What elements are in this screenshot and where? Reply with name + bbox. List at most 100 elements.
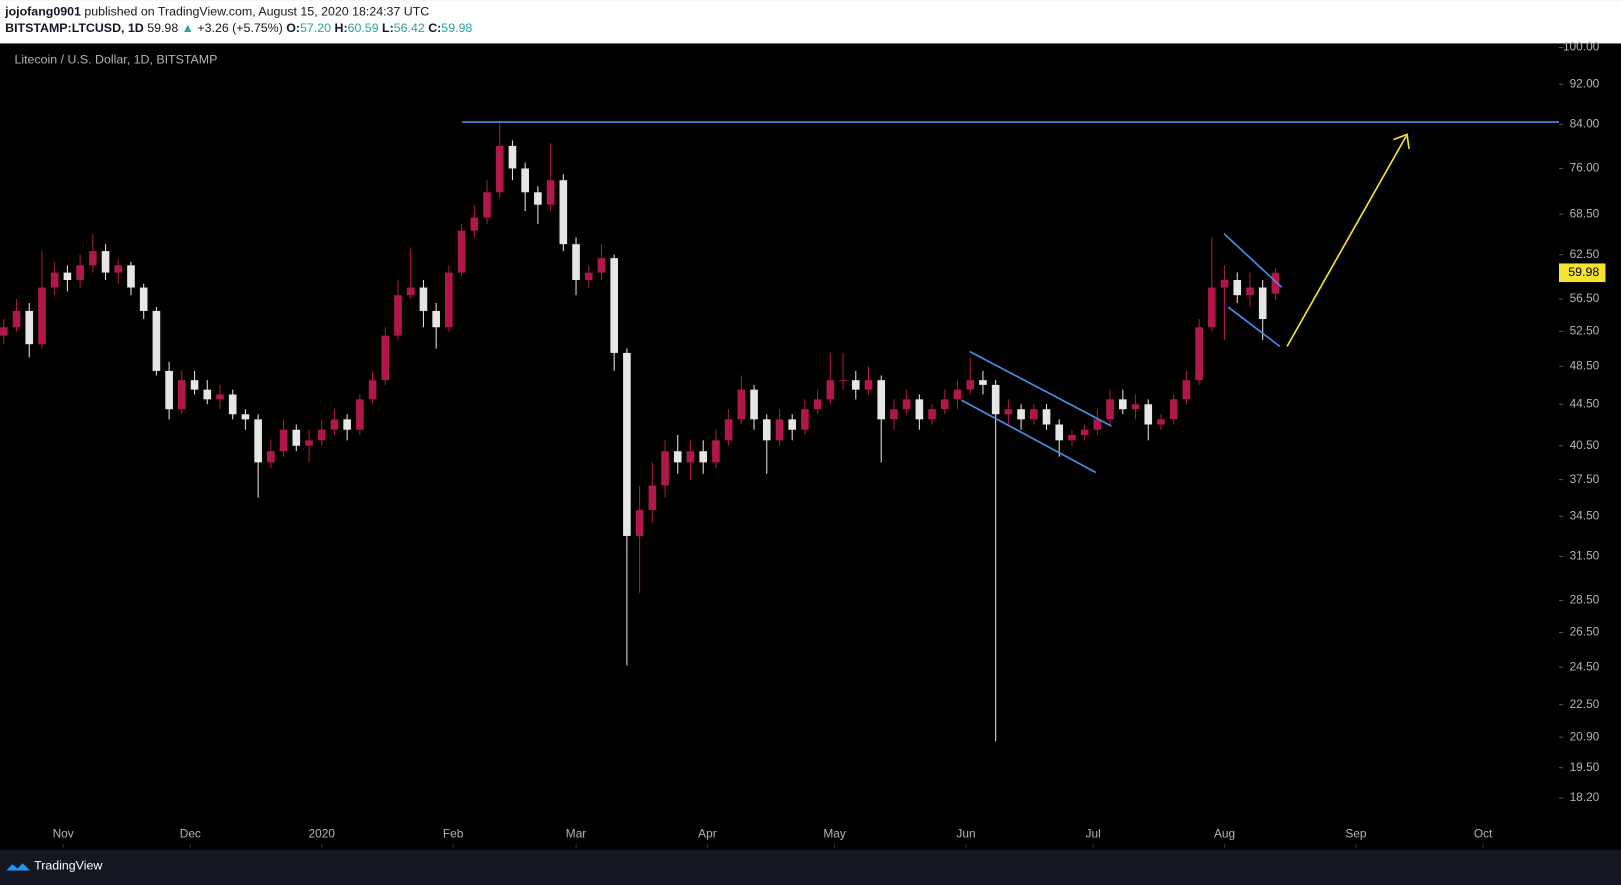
candle-body — [699, 451, 708, 463]
candle-body — [584, 272, 593, 281]
candle-body — [101, 251, 110, 273]
candle-body — [254, 419, 262, 463]
candle-body — [1017, 409, 1025, 420]
change: +3.26 (+5.75%) — [197, 21, 282, 35]
candle-body — [940, 399, 949, 410]
candle-body — [178, 380, 186, 410]
candle-body — [928, 409, 936, 420]
candle-body — [1106, 399, 1114, 420]
candle-body — [559, 180, 568, 245]
candle-body — [826, 380, 835, 400]
candle-body — [292, 429, 301, 446]
candle-body — [1080, 429, 1089, 435]
h-label: H: — [335, 21, 348, 35]
y-tick-label: 26.50 — [1570, 625, 1600, 639]
y-tick-label: 92.00 — [1570, 76, 1600, 90]
published: published on TradingView.com, August 15,… — [84, 5, 429, 19]
y-tick-label: 18.20 — [1570, 790, 1600, 804]
candle-body — [483, 192, 491, 218]
candle-body — [1131, 404, 1140, 410]
plot-bg — [0, 43, 1621, 850]
y-tick-label: 44.50 — [1570, 396, 1600, 410]
y-tick-label: 22.50 — [1570, 697, 1600, 711]
candle-body — [228, 394, 237, 415]
candle-body — [890, 409, 898, 420]
candle-body — [521, 168, 529, 193]
candle-body — [597, 258, 606, 273]
x-tick-label: 2020 — [309, 826, 336, 840]
candle-body — [1233, 280, 1242, 296]
footer-bg — [0, 849, 1621, 885]
candle-body — [1119, 399, 1127, 410]
x-tick-label: Apr — [698, 826, 717, 840]
o: 57.20 — [300, 21, 331, 35]
candle-body — [673, 451, 682, 463]
candle-body — [877, 380, 886, 420]
candle-body — [1004, 409, 1013, 415]
y-tick-label: 48.50 — [1570, 358, 1600, 372]
candle-body — [546, 180, 555, 205]
candle-body — [648, 485, 657, 511]
candle-body — [788, 419, 797, 430]
x-tick-label: Jul — [1086, 826, 1101, 840]
candle-body — [623, 352, 631, 536]
candle-body — [241, 414, 250, 420]
candle-body — [394, 295, 402, 336]
candle-body — [457, 230, 466, 273]
candle-body — [1271, 272, 1280, 294]
candle-body — [839, 380, 847, 382]
candle-body — [661, 451, 669, 486]
candle-body — [152, 310, 161, 371]
c: 59.98 — [441, 21, 472, 35]
l: 56.42 — [394, 21, 425, 35]
candle-body — [724, 419, 733, 441]
x-tick-label: Aug — [1214, 826, 1235, 840]
h: 60.59 — [348, 21, 379, 35]
last-price-label: 59.98 — [1568, 265, 1599, 279]
candle-body — [991, 384, 1000, 415]
chart-title: Litecoin / U.S. Dollar, 1D, BITSTAMP — [14, 52, 217, 66]
candle-body — [1169, 399, 1178, 420]
candle-body — [1182, 380, 1191, 400]
candle-body — [343, 419, 351, 430]
y-tick-label: 52.50 — [1570, 324, 1600, 338]
candle-body — [127, 265, 135, 288]
candle-body — [139, 287, 148, 311]
candle-body — [1144, 404, 1153, 425]
candle-body — [508, 145, 517, 169]
y-tick-label: 28.50 — [1570, 593, 1600, 607]
x-tick-label: Sep — [1345, 826, 1367, 840]
y-tick-label: 76.00 — [1570, 161, 1600, 175]
author: jojofang0901 published on TradingView.co… — [4, 5, 429, 19]
candle-body — [801, 409, 809, 430]
logo-icon — [6, 863, 30, 871]
candle-body — [572, 244, 580, 281]
symbol: BITSTAMP:LTCUSD, 1D — [5, 21, 144, 35]
header-bg — [0, 0, 1621, 44]
y-tick-label: 37.50 — [1570, 472, 1600, 486]
candle-body — [979, 380, 987, 385]
o-label: O: — [286, 21, 300, 35]
x-tick-label: Mar — [566, 826, 586, 840]
brand: TradingView — [34, 859, 102, 873]
candle-body — [737, 389, 746, 420]
candle-body — [279, 429, 288, 452]
y-tick-label: 62.50 — [1570, 247, 1600, 261]
logo — [6, 863, 30, 871]
y-tick-label: 31.50 — [1570, 549, 1600, 563]
y-tick-label: 100.00 — [1563, 40, 1600, 54]
candle-body — [38, 287, 46, 345]
candle-body — [1042, 409, 1051, 425]
candle-body — [419, 287, 428, 311]
y-tick-label: 19.50 — [1570, 760, 1600, 774]
candle-body — [813, 399, 822, 410]
last: 59.98 — [147, 21, 178, 35]
candle-body — [775, 419, 784, 441]
candle-body — [953, 389, 962, 400]
candle-body — [406, 287, 415, 296]
candle-body — [1157, 419, 1165, 425]
candle-body — [915, 399, 924, 420]
candle-body — [356, 399, 364, 430]
target-arrow — [1286, 136, 1407, 347]
